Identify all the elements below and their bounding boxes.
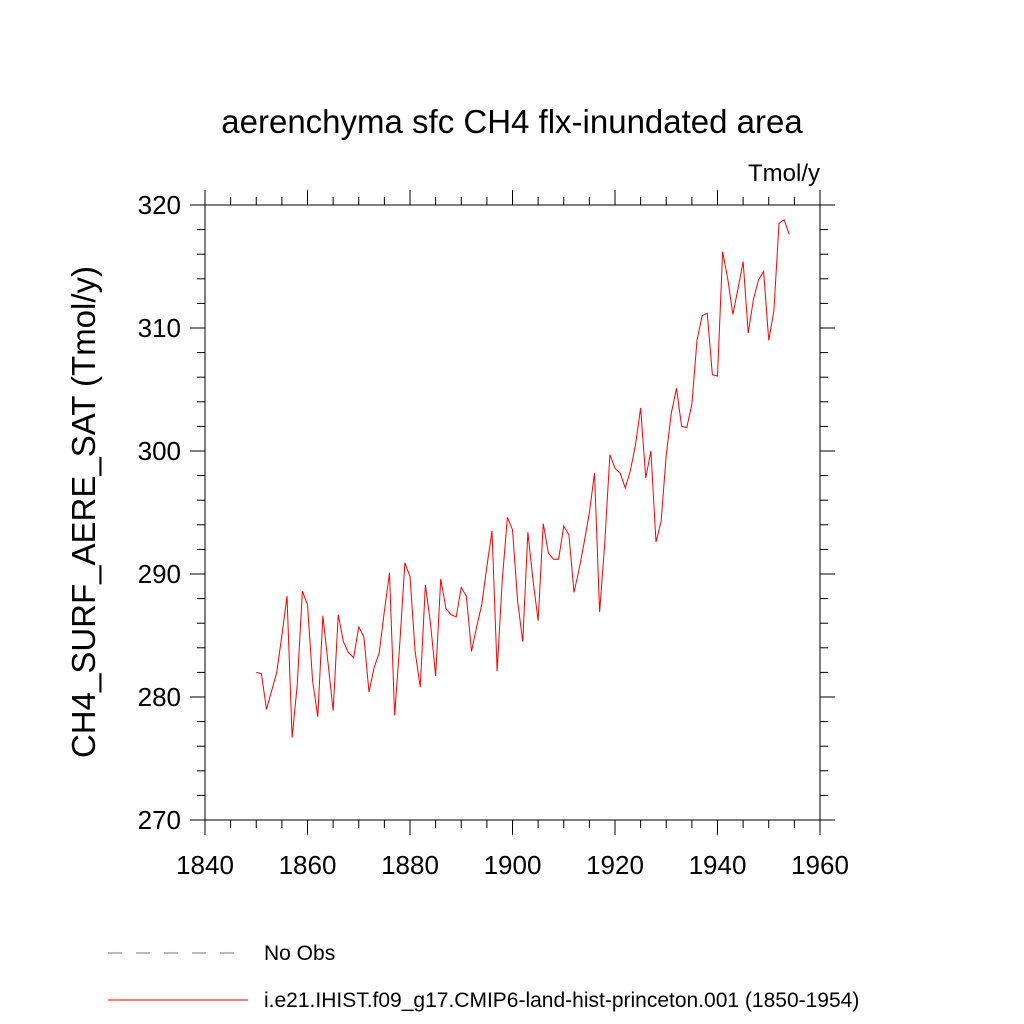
y-tick-label: 280 (138, 682, 181, 712)
y-tick-label: 310 (138, 313, 181, 343)
y-tick-label: 290 (138, 559, 181, 589)
legend-label-no-obs: No Obs (264, 942, 335, 965)
x-axis-ticks: 1840 1860 1880 1900 1920 1940 1960 (176, 190, 849, 880)
plot-frame (204, 204, 821, 821)
x-tick-label: 1920 (586, 850, 644, 880)
y-axis-title: CH4_SURF_AERE_SAT (Tmol/y) (65, 266, 102, 758)
y-tick-label: 300 (138, 436, 181, 466)
x-tick-label: 1940 (689, 850, 747, 880)
x-tick-label: 1960 (791, 850, 849, 880)
x-tick-label: 1900 (484, 850, 542, 880)
x-tick-label: 1880 (381, 850, 439, 880)
legend: No Obs i.e21.IHIST.f09_g17.CMIP6-land-hi… (108, 942, 859, 1012)
x-tick-label: 1840 (176, 850, 234, 880)
y-axis-ticks: 270 280 290 300 310 320 (138, 190, 835, 835)
x-tick-label: 1860 (279, 850, 337, 880)
legend-label-model-run: i.e21.IHIST.f09_g17.CMIP6-land-hist-prin… (264, 989, 859, 1012)
chart-title: aerenchyma sfc CH4 flx-inundated area (221, 103, 803, 140)
units-label: Tmol/y (748, 160, 820, 187)
y-tick-label: 320 (138, 190, 181, 220)
series-line-1 (256, 218, 790, 738)
y-tick-label: 270 (138, 805, 181, 835)
plot-area (256, 218, 790, 738)
